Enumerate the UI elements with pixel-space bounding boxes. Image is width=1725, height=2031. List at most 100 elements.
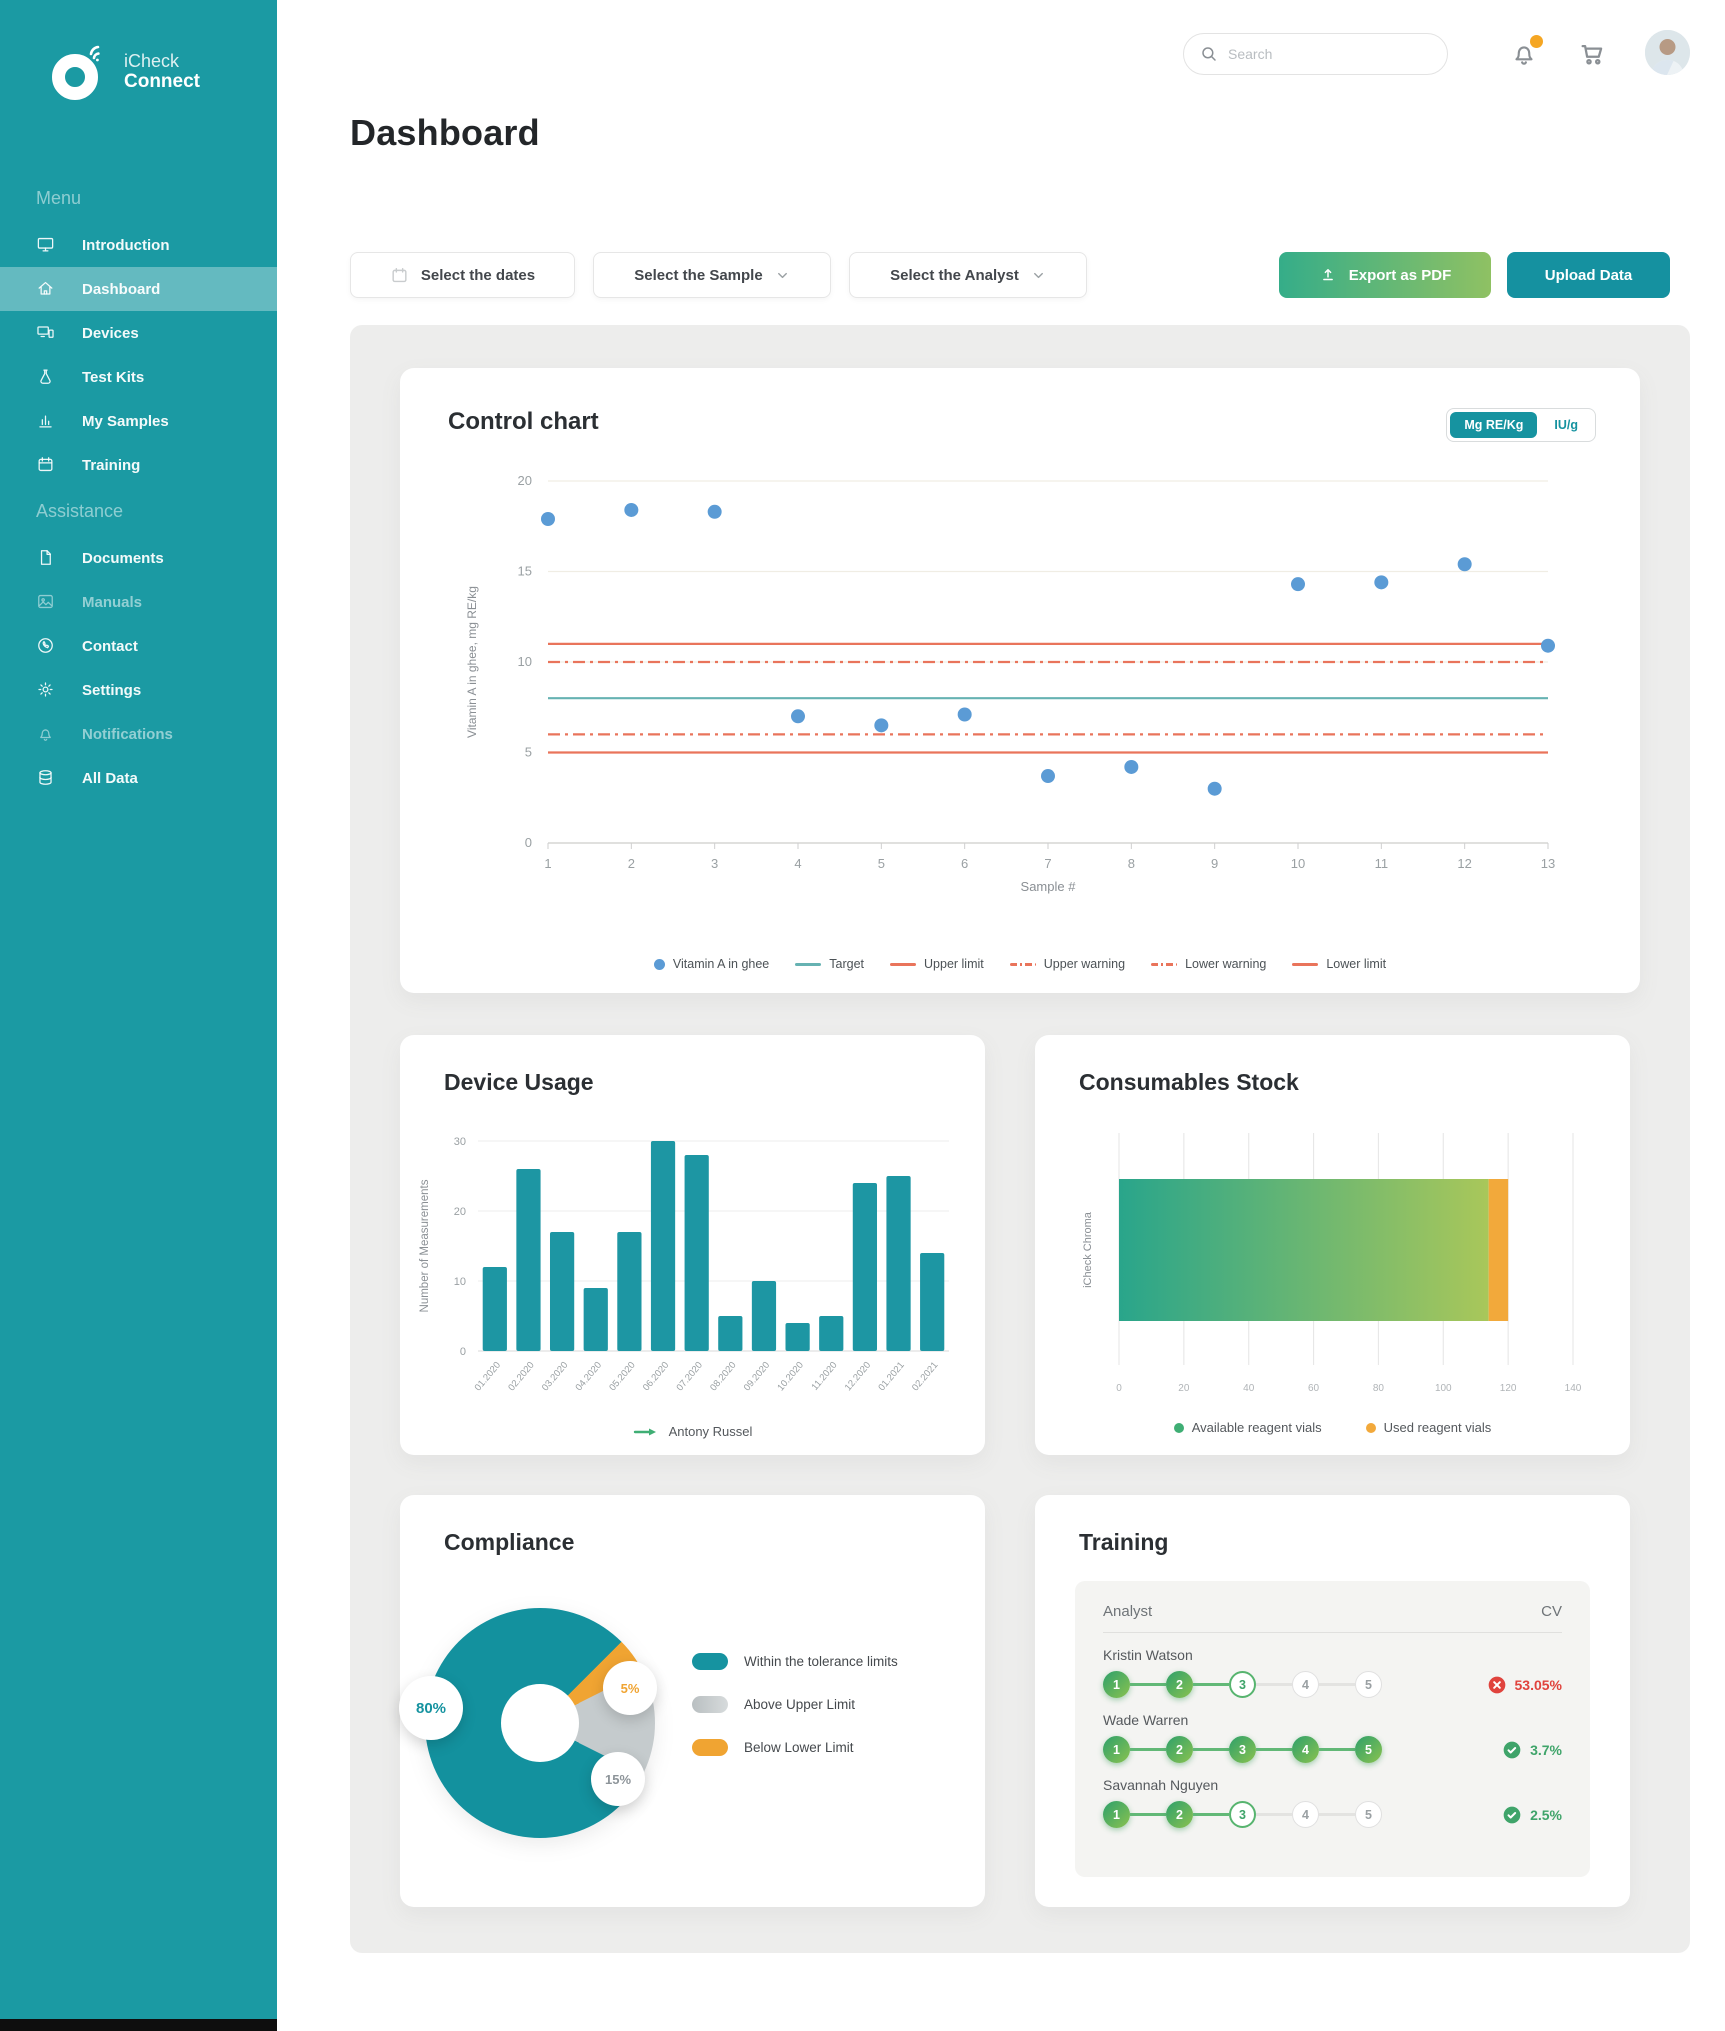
sidebar-item-manuals[interactable]: Manuals: [0, 580, 277, 624]
svg-text:7: 7: [1044, 856, 1051, 871]
step-connector: [1193, 1813, 1229, 1816]
sidebar-item-introduction[interactable]: Introduction: [0, 223, 277, 267]
user-avatar[interactable]: [1645, 30, 1690, 75]
legend-item-vitamin-a[interactable]: Vitamin A in ghee: [653, 957, 769, 971]
sidebar-item-test-kits[interactable]: Test Kits: [0, 355, 277, 399]
svg-text:Vitamin A in ghee, mg RE/kg: Vitamin A in ghee, mg RE/kg: [465, 586, 479, 738]
export-pdf-label: Export as PDF: [1348, 266, 1452, 284]
notifications-button[interactable]: [1509, 35, 1543, 70]
notification-badge: [1530, 35, 1543, 48]
sidebar-item-training[interactable]: Training: [0, 443, 277, 487]
settings-icon: [36, 680, 56, 700]
legend-label: Lower limit: [1326, 957, 1387, 971]
chevron-down-icon: [777, 272, 787, 278]
legend-item-lower-warning[interactable]: Lower warning: [1151, 957, 1266, 971]
svg-text:6: 6: [961, 856, 968, 871]
unit-toggle: Mg RE/Kg IU/g: [1446, 408, 1596, 442]
consumables-plot: 0 20 40 60 80 100 120 140 iCheck Chroma: [1082, 1133, 1582, 1394]
within-limits-swatch-icon: [692, 1653, 728, 1670]
page-title: Dashboard: [350, 112, 540, 153]
warning-line-icon: [1009, 962, 1036, 966]
sidebar-item-settings[interactable]: Settings: [0, 668, 277, 712]
step-connector: [1256, 1813, 1292, 1816]
sidebar-section-title: Menu: [36, 188, 82, 208]
export-pdf-button[interactable]: Export as PDF: [1279, 252, 1491, 298]
unit-toggle-mg-re-kg[interactable]: Mg RE/Kg: [1450, 412, 1538, 438]
svg-text:40: 40: [1243, 1383, 1255, 1394]
legend-item-within-limits: Within the tolerance limits: [692, 1653, 898, 1670]
svg-text:01.2021: 01.2021: [876, 1360, 907, 1393]
consumables-stock-card: Consumables Stock 0 20 40 60 80 100 120 140 iChe…: [1035, 1035, 1630, 1455]
svg-text:08.2020: 08.2020: [708, 1360, 739, 1393]
device-usage-legend[interactable]: Antony Russel: [400, 1424, 985, 1439]
training-step-4: 4: [1292, 1736, 1319, 1763]
logo-signal-icon: [89, 45, 100, 62]
search-icon: [1202, 47, 1216, 61]
svg-text:10: 10: [454, 1276, 466, 1288]
export-icon: [1322, 269, 1333, 281]
svg-text:30: 30: [454, 1136, 466, 1148]
svg-text:20: 20: [518, 473, 532, 488]
svg-text:8: 8: [1128, 856, 1135, 871]
slice-badge-below: 5%: [603, 1661, 657, 1715]
svg-text:10: 10: [1291, 856, 1305, 871]
contact-icon: [36, 636, 56, 656]
legend-item-target[interactable]: Target: [795, 957, 864, 971]
svg-text:12: 12: [1457, 856, 1471, 871]
sidebar-item-my-samples[interactable]: My Samples: [0, 399, 277, 443]
svg-text:15: 15: [518, 564, 532, 579]
svg-text:Sample #: Sample #: [1021, 879, 1077, 894]
svg-text:20: 20: [1178, 1383, 1190, 1394]
select-dates-button[interactable]: Select the dates: [350, 252, 575, 298]
legend-item-used[interactable]: Used reagent vials: [1365, 1420, 1491, 1435]
svg-text:4: 4: [794, 856, 801, 871]
bell-icon: [1515, 46, 1533, 65]
sidebar-item-label: My Samples: [82, 412, 169, 430]
svg-text:06.2020: 06.2020: [641, 1360, 672, 1393]
select-analyst-label: Select the Analyst: [890, 266, 1019, 284]
legend-item-upper-warning[interactable]: Upper warning: [1009, 957, 1125, 971]
training-row: Savannah Nguyen 1 2 3 4 5 2.5%: [1103, 1777, 1562, 1828]
unit-toggle-iu-g[interactable]: IU/g: [1540, 412, 1592, 438]
chevron-down-icon: [1033, 272, 1043, 278]
svg-text:140: 140: [1565, 1383, 1582, 1394]
sidebar-item-contact[interactable]: Contact: [0, 624, 277, 668]
svg-text:02.2020: 02.2020: [506, 1360, 537, 1393]
step-connector: [1130, 1683, 1166, 1686]
x-icon: [1488, 1676, 1505, 1693]
calendar-icon: [36, 455, 56, 475]
legend-item-below-lower: Below Lower Limit: [692, 1739, 898, 1756]
legend-item-upper-limit[interactable]: Upper limit: [890, 957, 984, 971]
legend-label: Target: [829, 957, 865, 971]
sidebar-item-all-data[interactable]: All Data: [0, 756, 277, 800]
sidebar-item-notifications[interactable]: Notifications: [0, 712, 277, 756]
control-chart-card: Control chart Mg RE/Kg IU/g 0 5 10 15 20 1 2 3 4…: [400, 368, 1640, 993]
step-connector: [1256, 1748, 1292, 1751]
select-analyst-dropdown[interactable]: Select the Analyst: [849, 252, 1087, 298]
search-input[interactable]: [1228, 46, 1418, 62]
analyst-name: Wade Warren: [1103, 1712, 1189, 1728]
devices-icon: [36, 323, 56, 343]
step-connector: [1319, 1813, 1355, 1816]
upload-data-button[interactable]: Upload Data: [1507, 252, 1670, 298]
device-usage-title: Device Usage: [444, 1069, 594, 1095]
device-usage-plot: 0 10 20 30 01.2020 02.2020 03.2020 04.2020 05.20…: [419, 1136, 949, 1393]
legend-label: Available reagent vials: [1191, 1420, 1322, 1435]
consumables-legend: Available reagent vials Used reagent via…: [1035, 1420, 1630, 1435]
sidebar-item-documents[interactable]: Documents: [0, 536, 277, 580]
step-connector: [1130, 1748, 1166, 1751]
select-sample-dropdown[interactable]: Select the Sample: [593, 252, 831, 298]
sidebar-item-dashboard[interactable]: Dashboard: [0, 267, 277, 311]
search-box[interactable]: [1183, 33, 1448, 75]
sidebar-item-devices[interactable]: Devices: [0, 311, 277, 355]
svg-text:09.2020: 09.2020: [742, 1360, 773, 1393]
series-marker-icon: [653, 958, 665, 970]
legend-item-available[interactable]: Available reagent vials: [1173, 1420, 1322, 1435]
legend-item-lower-limit[interactable]: Lower limit: [1292, 957, 1386, 971]
training-table: Analyst CV Kristin Watson 1 2 3 4 5 53.05% Wade…: [1075, 1581, 1590, 1877]
limit-line-icon: [1292, 962, 1319, 966]
cart-button[interactable]: [1577, 38, 1609, 70]
cv-value: 3.7%: [1502, 1740, 1562, 1760]
above-upper-swatch-icon: [692, 1696, 728, 1713]
svg-text:11.2020: 11.2020: [809, 1360, 839, 1393]
